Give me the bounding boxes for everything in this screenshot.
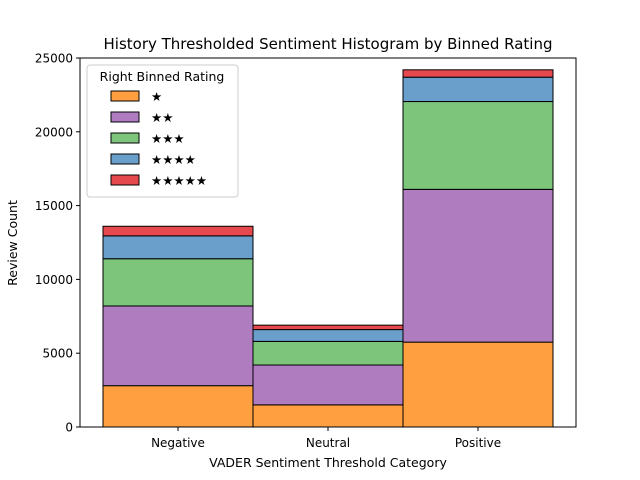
bar-segment-neutral-2-star: [252, 364, 404, 406]
legend-swatch-2-star: [110, 111, 140, 123]
legend-swatch-5-star: [110, 174, 140, 186]
legend-label-4-star: ★★★★: [151, 152, 196, 167]
x-tick-label-neutral: Neutral: [306, 436, 350, 450]
bar-segment-negative-1-star: [102, 385, 254, 428]
bar-segment-negative-3-star: [102, 258, 254, 307]
bar-segment-neutral-1-star: [252, 404, 404, 428]
bar-segment-negative-2-star: [102, 305, 254, 387]
bar-segment-positive-4-star: [402, 76, 554, 103]
bar-segment-positive-2-star: [402, 188, 554, 343]
bar-segment-neutral-5-star: [252, 324, 404, 331]
bar-segment-positive-1-star: [402, 341, 554, 428]
x-axis-label: VADER Sentiment Threshold Category: [209, 455, 447, 470]
legend-label-5-star: ★★★★★: [151, 173, 207, 188]
legend-label-3-star: ★★★: [151, 131, 185, 146]
legend-swatch-4-star: [110, 153, 140, 165]
bar-segment-neutral-4-star: [252, 329, 404, 342]
bar-segment-negative-5-star: [102, 225, 254, 237]
bar-segment-positive-3-star: [402, 101, 554, 190]
y-tick-label: 20000: [35, 125, 73, 139]
y-tick-label: 25000: [35, 52, 73, 66]
legend-swatch-3-star: [110, 132, 140, 144]
x-tick-label-positive: Positive: [455, 436, 501, 450]
y-tick-label: 10000: [35, 273, 73, 287]
legend-items: ★★★★★★★★★★★★★★★: [110, 89, 207, 188]
y-tick-label: 5000: [42, 347, 73, 361]
y-axis: 0 5000 10000 15000 20000 25000: [35, 52, 80, 435]
chart-title: History Thresholded Sentiment Histogram …: [104, 35, 553, 53]
y-axis-label: Review Count: [5, 200, 20, 286]
x-axis: Negative Neutral Positive: [151, 427, 501, 450]
x-tick-label-negative: Negative: [151, 436, 205, 450]
bar-segment-negative-4-star: [102, 235, 254, 260]
legend-title: Right Binned Rating: [100, 69, 225, 84]
bar-segment-neutral-3-star: [252, 340, 404, 366]
y-tick-label: 15000: [35, 199, 73, 213]
bar-segment-positive-5-star: [402, 69, 554, 78]
legend-swatch-1-star: [110, 90, 140, 102]
legend-label-2-star: ★★: [151, 110, 173, 125]
bars-group: [102, 69, 554, 428]
legend: Right Binned Rating ★★★★★★★★★★★★★★★: [86, 64, 239, 198]
legend-label-1-star: ★: [151, 89, 162, 104]
y-tick-label: 0: [65, 421, 73, 435]
